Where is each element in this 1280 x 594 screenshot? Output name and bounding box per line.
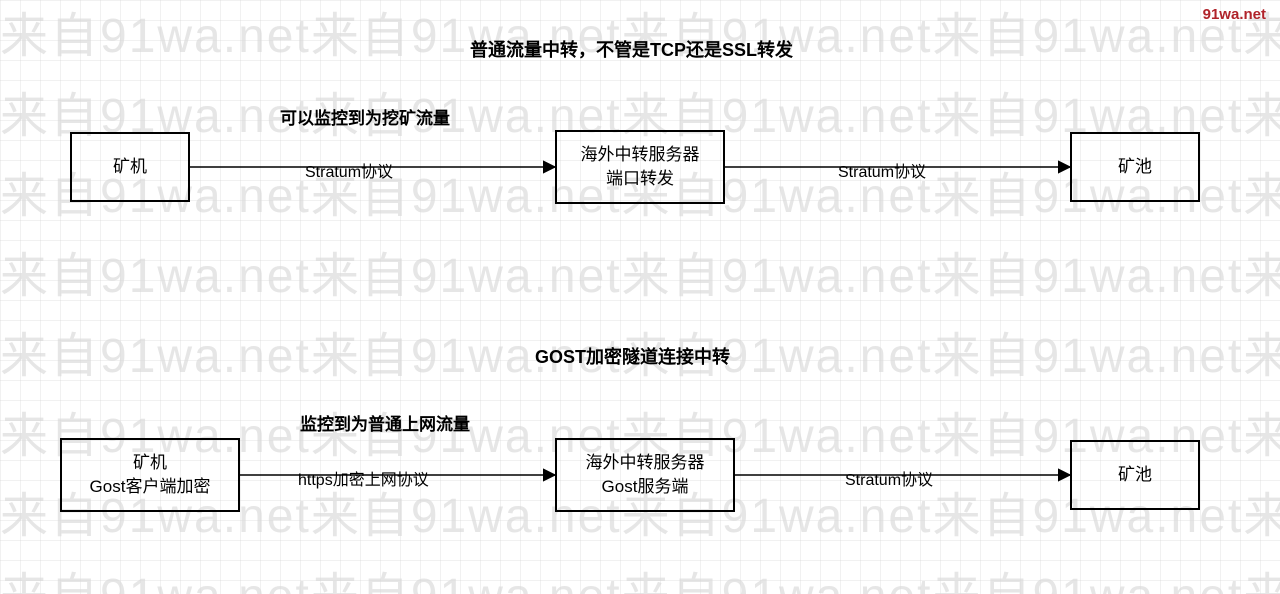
node-line: 矿机 [133, 451, 167, 475]
flow-gost-annotation: 监控到为普通上网流量 [300, 410, 470, 435]
flow-normal-annotation: 可以监控到为挖矿流量 [280, 104, 450, 129]
node-line: Gost服务端 [602, 475, 689, 499]
node-line: 矿机 [113, 155, 147, 179]
node-line: 海外中转服务器 [581, 143, 700, 167]
node-line: 端口转发 [606, 167, 674, 191]
edge-label-n1b-n1c: Stratum协议 [838, 158, 926, 182]
node-n2c: 矿池 [1070, 440, 1200, 510]
node-n1a: 矿机 [70, 132, 190, 202]
edge-label-n2a-n2b: https加密上网协议 [298, 466, 429, 490]
edge-label-n2b-n2c: Stratum协议 [845, 466, 933, 490]
title-top: 普通流量中转，不管是TCP还是SSL转发 [470, 36, 793, 62]
node-line: 矿池 [1118, 463, 1152, 487]
diagram-canvas: 来自91wa.net来自91wa.net来自91wa.net来自91wa.net… [0, 0, 1280, 594]
content-layer: 普通流量中转，不管是TCP还是SSL转发 GOST加密隧道连接中转 可以监控到为… [0, 0, 1280, 594]
edge-label-n1a-n1b: Stratum协议 [305, 158, 393, 182]
node-n1c: 矿池 [1070, 132, 1200, 202]
node-n2a: 矿机Gost客户端加密 [60, 438, 240, 512]
attribution-label: 91wa.net [1203, 6, 1266, 23]
node-line: Gost客户端加密 [90, 475, 211, 499]
node-n1b: 海外中转服务器端口转发 [555, 130, 725, 204]
node-line: 海外中转服务器 [586, 451, 705, 475]
node-line: 矿池 [1118, 155, 1152, 179]
node-n2b: 海外中转服务器Gost服务端 [555, 438, 735, 512]
title-bottom: GOST加密隧道连接中转 [535, 343, 730, 369]
